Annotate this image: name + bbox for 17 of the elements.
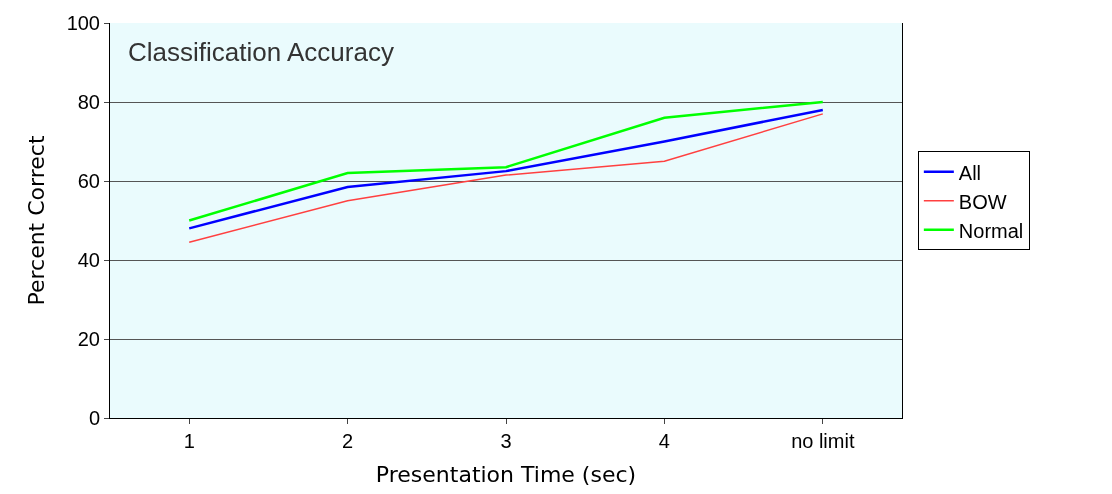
y-axis-title: Percent Correct — [24, 135, 50, 306]
x-tick-label: 2 — [342, 430, 354, 452]
x-tick-label: 3 — [500, 430, 512, 452]
y-tick-label: 0 — [88, 407, 100, 429]
x-tick-label: 1 — [183, 430, 195, 452]
y-tick-label: 20 — [77, 328, 100, 350]
x-tick-label: no limit — [791, 430, 855, 452]
y-tick-label: 100 — [66, 12, 100, 34]
y-tick-label: 60 — [77, 170, 100, 192]
y-tick-label: 80 — [77, 91, 100, 113]
legend-label: All — [958, 161, 982, 184]
y-tick-label: 40 — [77, 249, 100, 271]
text: Classification Accuracy — [128, 37, 394, 67]
legend-label: Normal — [958, 219, 1024, 242]
legend-label: BOW — [958, 190, 1007, 213]
x-tick-label: 4 — [658, 430, 670, 452]
x-axis-title: Presentation Time (sec) — [375, 461, 637, 487]
